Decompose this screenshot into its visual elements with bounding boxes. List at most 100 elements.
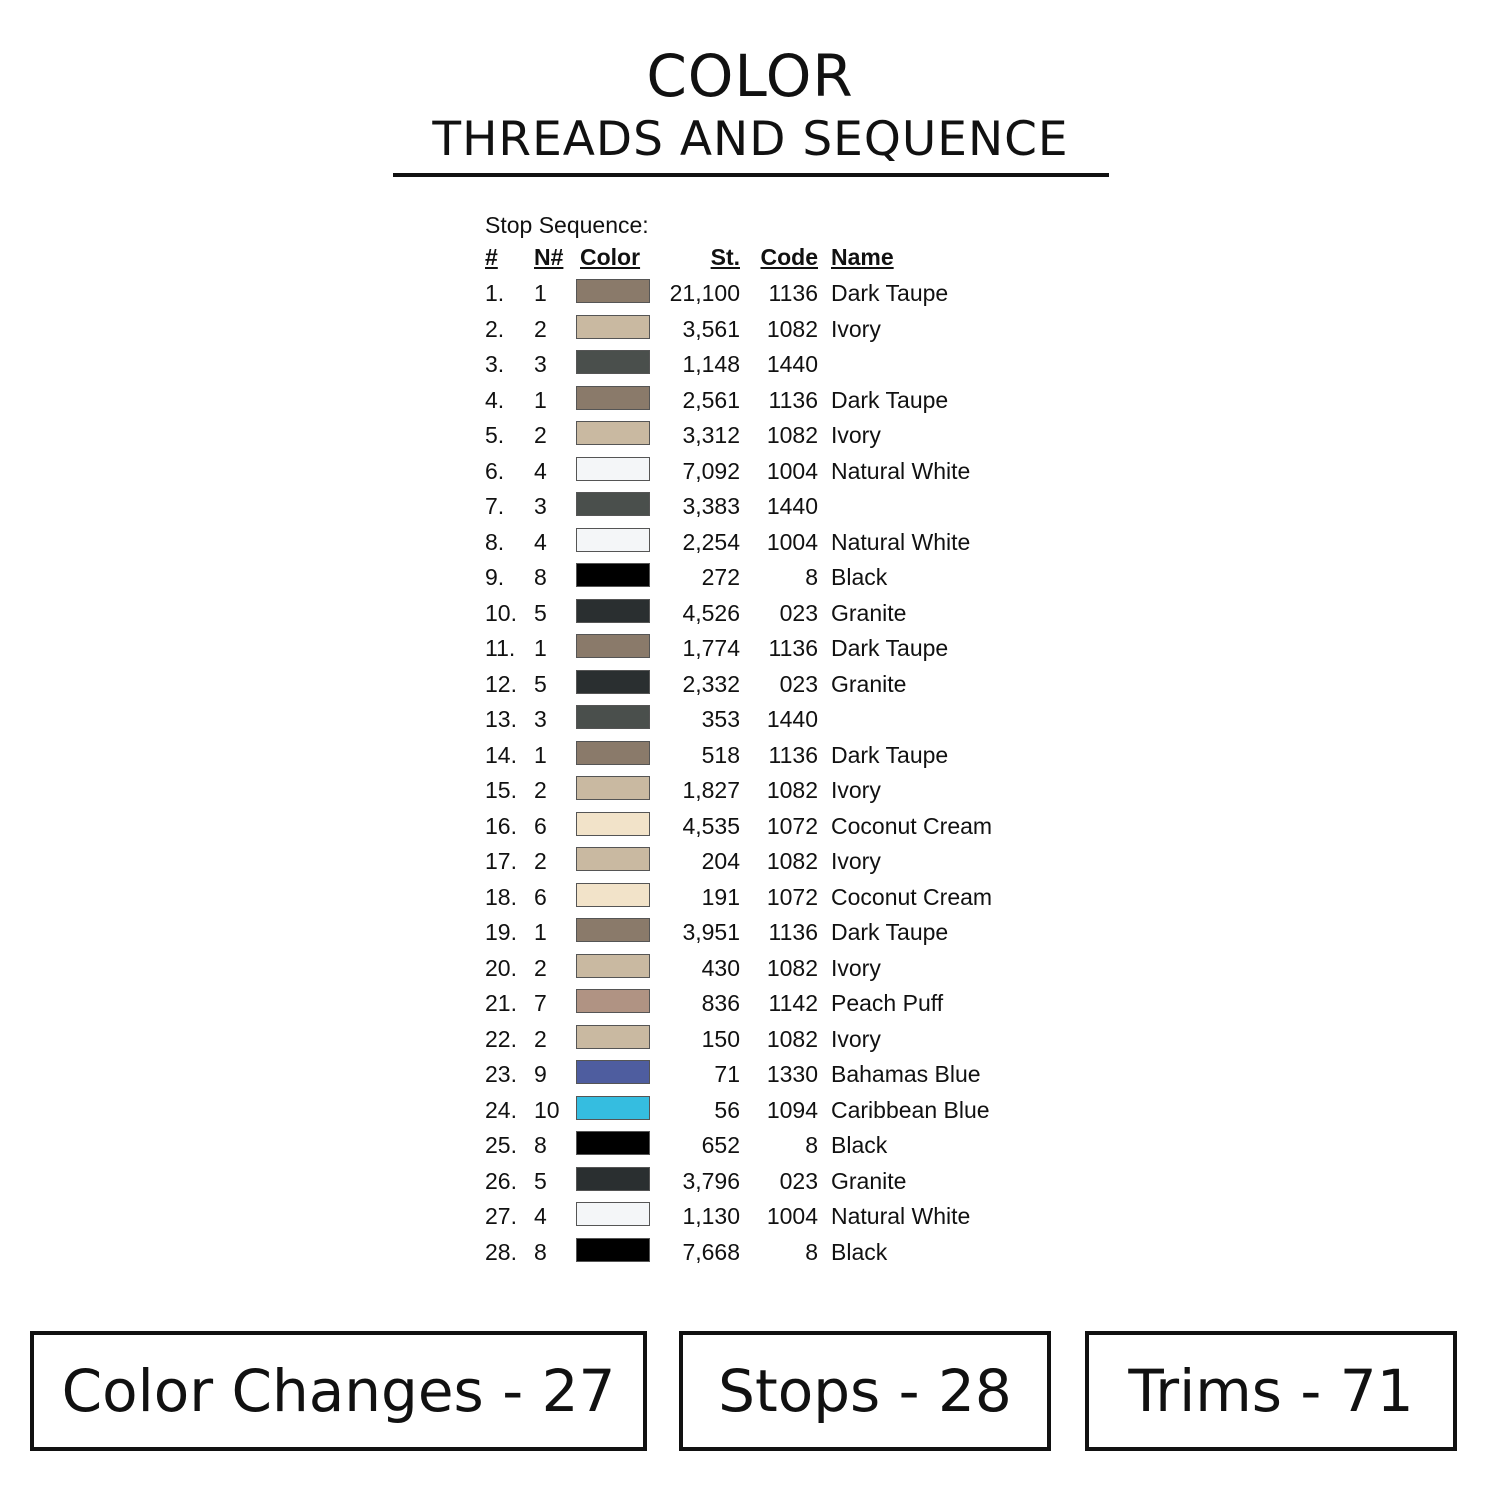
- row-name: Granite: [831, 1167, 907, 1194]
- row-needle: 2: [534, 422, 547, 448]
- row-stitches: 518: [701, 741, 740, 768]
- row-name: Dark Taupe: [831, 386, 949, 413]
- table-row: 8. 4 2,254 1004 Natural White: [485, 527, 970, 565]
- color-swatch: [576, 776, 650, 800]
- row-needle: 2: [534, 848, 547, 874]
- table-row: 24. 10 56 1094 Caribbean Blue: [485, 1095, 990, 1133]
- row-needle: 1: [534, 280, 547, 306]
- color-swatch: [576, 563, 650, 587]
- row-stitches: 3,951: [682, 919, 740, 945]
- table-row: 18. 6 191 1072 Coconut Cream: [485, 882, 992, 920]
- row-stitches: 272: [701, 564, 740, 590]
- color-swatch: [576, 953, 650, 978]
- row-needle: 4: [534, 457, 547, 484]
- row-index: 21.: [485, 990, 517, 1016]
- row-stitches: 191: [701, 883, 740, 910]
- row-needle: 2: [534, 777, 547, 803]
- row-stitches: 56: [714, 1096, 740, 1123]
- row-name: Granite: [831, 599, 907, 626]
- row-index: 15.: [485, 777, 517, 803]
- row-stitches: 836: [701, 990, 740, 1016]
- row-stitches: 1,774: [682, 635, 740, 661]
- row-index: 24.: [485, 1096, 517, 1123]
- row-needle: 8: [534, 1132, 547, 1158]
- color-swatch: [576, 1024, 650, 1049]
- row-code: 8: [805, 1132, 818, 1158]
- row-index: 28.: [485, 1238, 517, 1265]
- row-name: Coconut Cream: [831, 883, 993, 910]
- row-code: 023: [779, 670, 818, 697]
- table-row: 10. 5 4,526 023 Granite: [485, 598, 906, 636]
- table-row: 21. 7 836 1142 Peach Puff: [485, 989, 943, 1026]
- table-row: 17. 2 204 1082 Ivory: [485, 847, 881, 884]
- row-code: 1136: [768, 280, 818, 306]
- row-index: 26.: [485, 1167, 517, 1194]
- row-code: 1072: [766, 883, 818, 910]
- row-code: 1136: [768, 386, 818, 413]
- row-stitches: 1,130: [682, 1203, 740, 1229]
- header-needle: N#: [534, 244, 564, 270]
- row-name: Peach Puff: [831, 990, 944, 1016]
- table-row: 2. 2 3,561 1082 Ivory: [485, 314, 881, 352]
- row-index: 11.: [485, 635, 516, 661]
- row-name: Black: [831, 564, 888, 590]
- table-row: 1. 1 21,100 1136 Dark Taupe: [485, 279, 948, 316]
- row-code: 1330: [766, 1061, 818, 1087]
- row-index: 4.: [485, 386, 505, 413]
- row-index: 18.: [485, 883, 517, 910]
- row-name: Caribbean Blue: [831, 1096, 990, 1123]
- table-header: # N# Color St. Code Name: [485, 244, 894, 280]
- table-row: 16. 6 4,535 1072 Coconut Cream: [485, 811, 992, 849]
- row-index: 16.: [485, 812, 517, 839]
- row-name: Black: [831, 1132, 888, 1158]
- color-swatch: [576, 1060, 650, 1084]
- row-needle: 1: [534, 741, 547, 768]
- color-swatch: [576, 1166, 650, 1191]
- table-row: 15. 2 1,827 1082 Ivory: [485, 776, 881, 813]
- color-swatch: [576, 1237, 650, 1262]
- row-code: 1004: [766, 457, 818, 484]
- row-name: Ivory: [831, 422, 881, 448]
- table-row: 28. 8 7,668 8 Black: [485, 1237, 887, 1275]
- color-swatch: [576, 705, 650, 729]
- row-needle: 5: [534, 599, 547, 626]
- table-row: 25. 8 652 8 Black: [485, 1131, 887, 1168]
- table-row: 22. 2 150 1082 Ivory: [485, 1024, 881, 1062]
- row-name: Ivory: [831, 315, 881, 342]
- color-swatch: [576, 350, 650, 374]
- color-swatch: [576, 1095, 650, 1120]
- table-row: 26. 5 3,796 023 Granite: [485, 1166, 906, 1204]
- row-stitches: 21,100: [669, 280, 740, 306]
- row-index: 8.: [485, 528, 505, 555]
- color-swatch: [576, 527, 650, 552]
- row-name: Ivory: [831, 777, 881, 803]
- page-title: COLOR: [646, 42, 854, 110]
- header-name: Name: [831, 244, 894, 270]
- color-swatch: [576, 492, 650, 516]
- stops-box: Stops - 28: [679, 1331, 1051, 1451]
- row-index: 2.: [485, 315, 505, 342]
- row-needle: 1: [534, 386, 547, 413]
- row-index: 14.: [485, 741, 517, 768]
- row-stitches: 3,312: [682, 422, 740, 448]
- row-code: 1004: [766, 528, 818, 555]
- row-code: 1440: [766, 493, 818, 519]
- table-row: 20. 2 430 1082 Ivory: [485, 953, 881, 991]
- row-name: Coconut Cream: [831, 812, 993, 839]
- table-row: 13. 3 353 1440: [485, 705, 818, 742]
- row-needle: 3: [534, 706, 547, 732]
- row-stitches: 71: [714, 1061, 740, 1087]
- row-index: 13.: [485, 706, 517, 732]
- row-index: 27.: [485, 1203, 517, 1229]
- page-subtitle: THREADS AND SEQUENCE: [432, 112, 1069, 167]
- title-divider: [393, 173, 1109, 177]
- row-index: 17.: [485, 848, 517, 874]
- row-code: 1082: [766, 777, 818, 803]
- table-row: 5. 2 3,312 1082 Ivory: [485, 421, 881, 458]
- row-stitches: 3,796: [682, 1167, 740, 1194]
- row-code: 1440: [766, 351, 818, 377]
- row-code: 1004: [766, 1203, 818, 1229]
- row-stitches: 7,668: [682, 1238, 740, 1265]
- table-row: 19. 1 3,951 1136 Dark Taupe: [485, 918, 948, 955]
- row-needle: 1: [534, 635, 547, 661]
